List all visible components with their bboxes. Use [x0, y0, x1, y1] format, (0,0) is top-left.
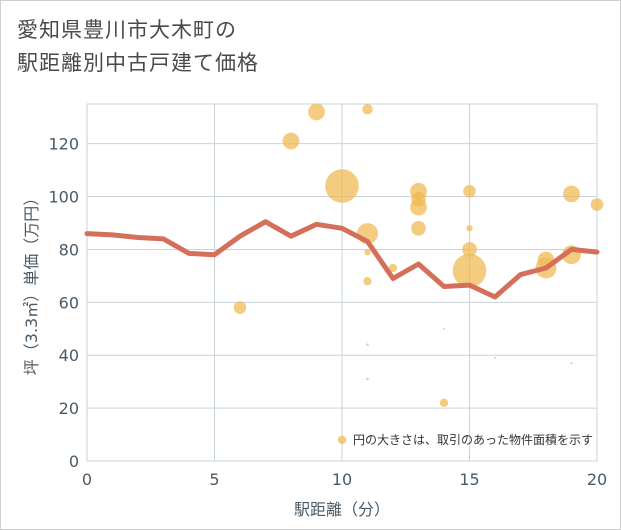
data-bubble	[308, 103, 325, 121]
data-bubble	[563, 185, 580, 203]
x-tick-label: 15	[459, 470, 479, 489]
chart-title-line-1: 愛知県豊川市大木町の	[17, 18, 237, 42]
data-bubble	[466, 225, 473, 232]
data-bubble	[233, 301, 247, 314]
data-bubble	[570, 362, 573, 365]
x-tick-label: 5	[209, 470, 219, 489]
data-bubble	[411, 220, 426, 236]
x-tick-label: 0	[82, 470, 92, 489]
data-bubble	[452, 253, 487, 288]
y-tick-label: 0	[69, 452, 79, 471]
data-bubble	[325, 169, 359, 203]
data-bubble	[411, 191, 426, 207]
data-bubble	[282, 132, 300, 150]
y-axis-title: 坪（3.3㎡）単価（万円）	[22, 190, 41, 375]
data-bubble	[388, 263, 398, 273]
grid-layer	[86, 103, 598, 462]
data-bubble	[443, 327, 445, 330]
tick-layer: 0 20 40 60 80 100 120 0 5 10 15 20	[48, 135, 607, 489]
data-bubble	[462, 242, 477, 257]
data-bubble	[363, 276, 372, 286]
data-bubble	[364, 248, 371, 256]
bubble-size-note: 円の大きさは、取引のあった物件面積を示す	[353, 432, 593, 447]
line-layer	[84, 219, 600, 300]
y-tick-label: 60	[59, 293, 79, 312]
data-bubble	[366, 377, 369, 381]
y-tick-label: 80	[59, 240, 79, 259]
data-bubble	[366, 343, 369, 346]
x-tick-label: 10	[332, 470, 352, 489]
data-bubble	[590, 198, 604, 211]
y-tick-label: 40	[59, 346, 79, 365]
x-tick-label: 20	[587, 470, 607, 489]
data-bubble	[337, 435, 347, 445]
data-bubble	[439, 398, 449, 408]
chart-title-line-2: 駅距離別中古戸建て価格	[17, 51, 259, 75]
data-bubble	[494, 356, 496, 359]
bubble-layer	[233, 103, 604, 445]
y-tick-label: 20	[59, 399, 79, 418]
y-tick-label: 120	[48, 135, 79, 154]
x-axis-title: 駅距離（分）	[294, 500, 390, 519]
data-bubble	[463, 184, 476, 198]
data-bubble	[362, 104, 373, 115]
average-price-line	[84, 219, 600, 300]
y-tick-label: 100	[48, 188, 79, 207]
